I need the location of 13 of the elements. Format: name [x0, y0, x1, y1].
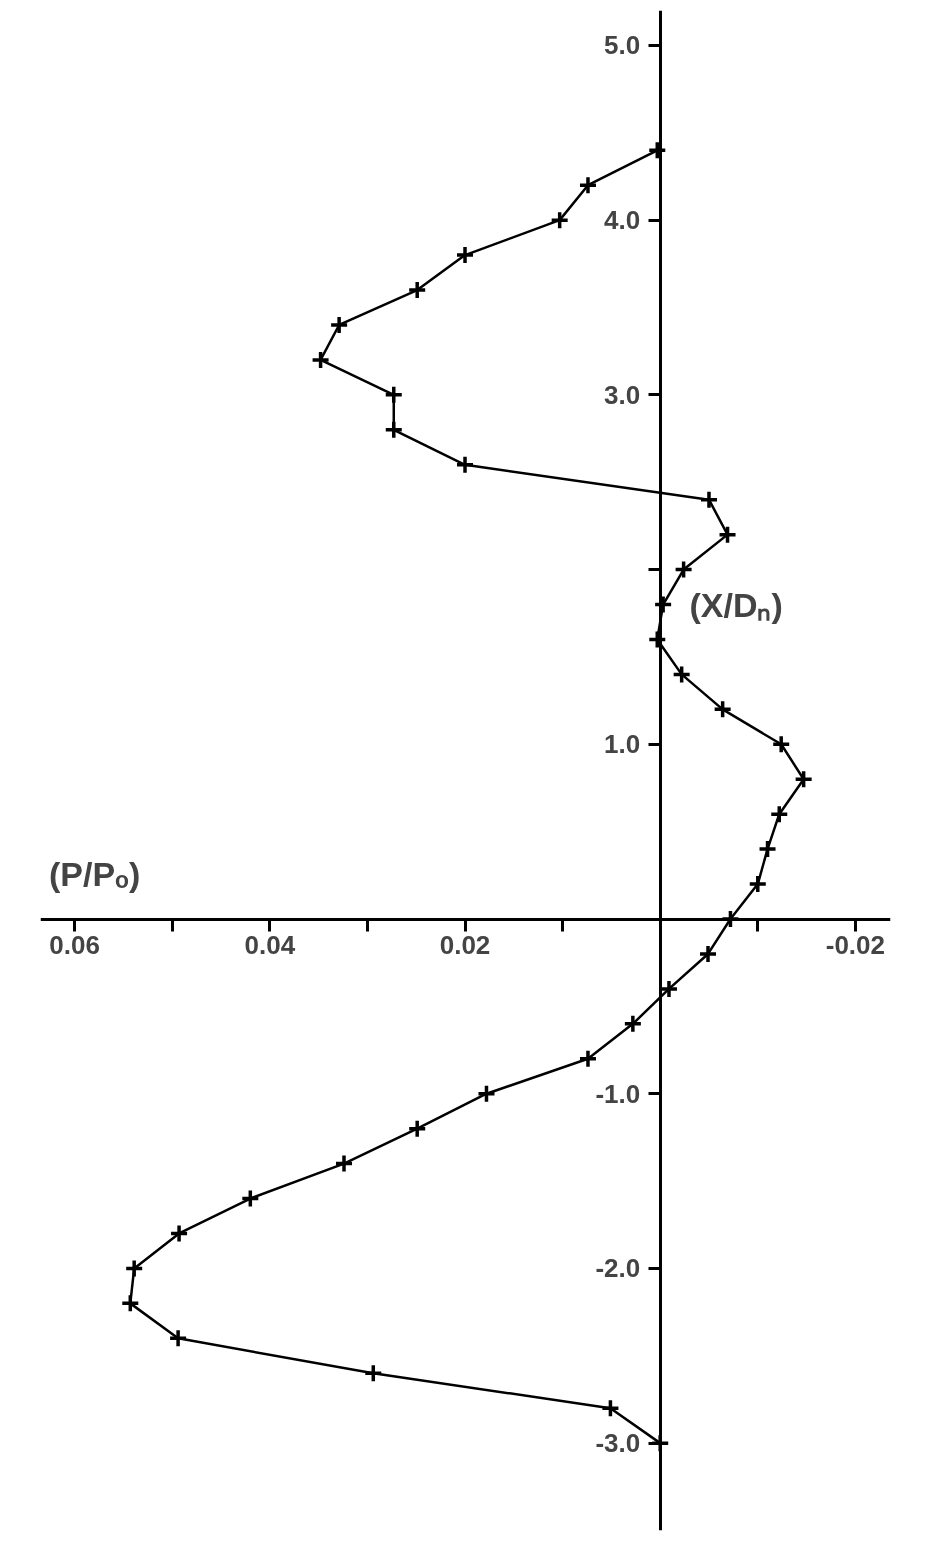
y-tick-label: -3.0: [595, 1428, 641, 1459]
y-tick-label: 3.0: [604, 379, 641, 410]
x-tick-label: -0.02: [825, 930, 885, 961]
y-axis-title: (X/Dₙ): [689, 585, 783, 624]
y-tick-label: 5.0: [604, 30, 641, 61]
y-tick-label: -2.0: [595, 1253, 641, 1284]
x-tick-label: 0.06: [49, 930, 100, 961]
y-tick-label: 1.0: [604, 729, 641, 760]
y-tick-label: 4.0: [604, 205, 641, 236]
y-tick-label: -1.0: [595, 1078, 641, 1109]
x-tick-label: 0.02: [439, 930, 491, 961]
x-axis-title: (P/Pₒ): [49, 854, 141, 893]
x-tick-label: 0.04: [244, 930, 296, 961]
